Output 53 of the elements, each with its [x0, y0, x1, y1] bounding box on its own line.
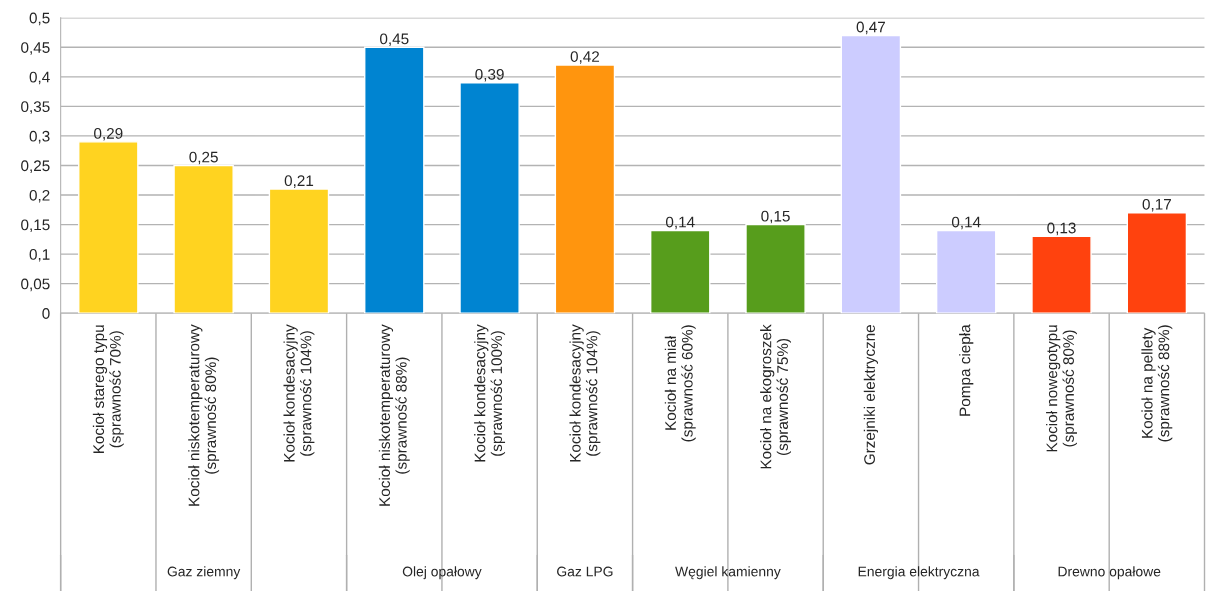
x-tick-label: Pompa ciepła: [959, 324, 974, 416]
text: Olej opałowy: [402, 566, 482, 580]
bar: [268, 188, 330, 314]
x-tick-label: Kocioł na pellety (sprawność 88%): [1141, 325, 1173, 442]
x-tick-label: Kocioł na ekogroszek (sprawność 75%): [760, 324, 792, 469]
text: Gaz LPG: [557, 566, 613, 577]
bar: [459, 82, 520, 314]
y-tick-label: 0: [42, 308, 50, 319]
text: Drewno opałowe: [1058, 566, 1161, 580]
x-tick-label: Grzejniki elektryczne: [863, 325, 878, 465]
y-tick-label: 0,15: [21, 219, 50, 233]
data-label: 0,17: [1142, 198, 1171, 212]
bar: [173, 164, 234, 314]
x-tick-label: Kocioł kondesacyjny (sprawność 104%): [283, 324, 315, 462]
bar: [364, 46, 425, 314]
bar: [78, 141, 139, 314]
data-label: 0,29: [94, 128, 123, 141]
data-label: 0,13: [1047, 222, 1076, 236]
bar: [1031, 235, 1092, 314]
data-label: 0,14: [951, 216, 981, 230]
data-label: 0,45: [380, 33, 409, 47]
y-tick-label: 0,45: [21, 42, 50, 55]
text: Energia elektryczna: [858, 566, 980, 580]
data-label: 0,25: [189, 151, 218, 165]
y-tick-label: 0,5: [29, 12, 50, 26]
data-label: 0,21: [284, 175, 314, 188]
y-tick-label: 0,25: [21, 160, 50, 173]
bar: [935, 229, 997, 314]
data-label: 0,47: [856, 21, 885, 35]
y-tick-label: 0,4: [29, 71, 50, 85]
y-tick-label: 0,05: [21, 278, 50, 292]
x-tick-label: Kocioł nowegotypu (sprawność 80%): [1046, 325, 1077, 452]
bar: [1126, 212, 1188, 314]
x-tick-label: Kocioł kondesacyjny (sprawność 100%): [474, 324, 506, 462]
x-tick-label: Kocioł kondesacyjny (sprawność 104%): [569, 324, 601, 462]
data-label: 0,42: [570, 51, 600, 64]
x-tick-label: Kocioł niskotemperaturowy (sprawność 88%): [378, 324, 410, 506]
bar: [745, 223, 806, 314]
data-label: 0,14: [665, 216, 695, 230]
text: Gaz ziemny: [167, 566, 241, 580]
y-tick-label: 0,35: [21, 101, 50, 114]
data-label: 0,15: [761, 210, 790, 224]
x-tick-label: Kocioł starego typu (sprawność 70%): [92, 325, 124, 454]
bar: [554, 64, 616, 314]
x-tick-label: Kocioł niskotemperaturowy (sprawność 80%): [188, 324, 220, 506]
bar: [649, 229, 711, 314]
data-label: 0,39: [475, 68, 504, 82]
bar: [840, 34, 902, 314]
text: Węgiel kamienny: [675, 566, 781, 580]
y-tick-label: 0,1: [29, 249, 50, 262]
y-tick-label: 0,2: [29, 189, 50, 203]
y-tick-label: 0,3: [29, 130, 50, 144]
x-tick-label: Kocioł na miał (sprawność 60%): [664, 325, 696, 442]
